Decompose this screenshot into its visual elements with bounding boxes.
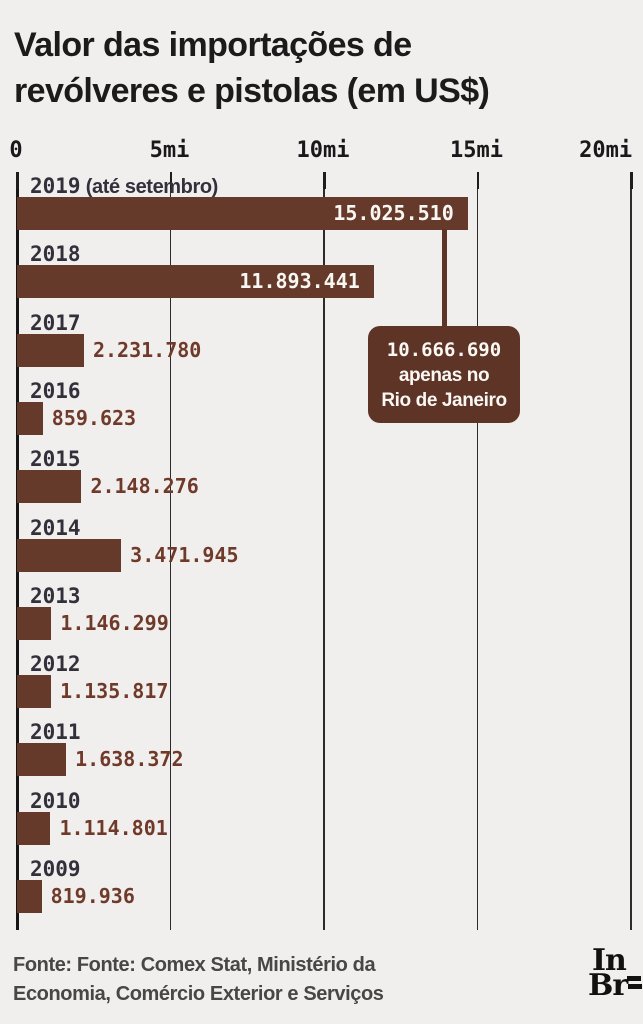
year-label-2012: 2012 xyxy=(30,652,81,677)
bar-2014 xyxy=(17,538,122,572)
annotation-text-line2: Rio de Janeiro xyxy=(381,389,507,411)
intercept-brasil-logo: In Br xyxy=(588,943,643,1008)
logo-underscore-dash xyxy=(627,976,641,981)
annotation-callout: 10.666.690 apenas no Rio de Janeiro xyxy=(368,326,520,423)
bar-2017 xyxy=(17,333,84,367)
year-label-2019: 2019 (até setembro) xyxy=(30,174,219,198)
annotation-text-line1: apenas no xyxy=(398,364,490,386)
gridline-15mi xyxy=(476,172,478,930)
gridline-10mi xyxy=(323,172,325,930)
bar-2019: 15.025.510 xyxy=(17,197,468,230)
year-label-suffix: (até setembro) xyxy=(80,176,219,198)
logo-text-in: In xyxy=(592,943,627,978)
axis-tick-mark xyxy=(476,172,479,189)
axis-tick-mark xyxy=(630,172,633,189)
value-label-2012: 1.135.817 xyxy=(60,679,169,704)
logo-overline-dash xyxy=(628,984,642,989)
source-note-line1: Fonte: Fonte: Comex Stat, Ministério da xyxy=(13,954,376,976)
gridline-20mi xyxy=(630,172,632,930)
axis-tick-label-20mi: 20mi xyxy=(579,138,633,163)
axis-tick-label-5mi: 5mi xyxy=(149,138,190,163)
year-label-2015: 2015 xyxy=(30,447,81,472)
axis-tick-label-0: 0 xyxy=(9,138,23,163)
bar-2015 xyxy=(17,470,82,504)
source-note: Fonte: Fonte: Comex Stat, Ministério da … xyxy=(13,951,443,1009)
chart-title-line2: revólveres e pistolas (em US$) xyxy=(14,72,490,110)
value-label-2011: 1.638.372 xyxy=(75,747,184,772)
axis-tick-label-10mi: 10mi xyxy=(296,138,350,163)
value-label-2017: 2.231.780 xyxy=(92,337,202,362)
axis-tick-mark xyxy=(16,172,19,189)
bar-2012 xyxy=(17,675,52,709)
annotation-value: 10.666.690 xyxy=(386,338,502,361)
axis-tick-label-15mi: 15mi xyxy=(450,138,503,163)
value-label-2009: 819.936 xyxy=(50,884,135,908)
bar-2016 xyxy=(17,401,43,435)
gridline-5mi xyxy=(169,172,171,930)
value-label-2010: 1.114.801 xyxy=(59,815,168,840)
callout-connector-line xyxy=(442,229,447,327)
logo-text-br: Br xyxy=(588,968,628,1003)
bar-2010 xyxy=(17,811,51,845)
axis-tick-mark xyxy=(323,172,326,189)
bar-2013 xyxy=(17,606,52,640)
year-label-2010: 2010 xyxy=(30,788,81,813)
value-label-2013: 1.146.299 xyxy=(60,610,169,635)
bar-2011 xyxy=(17,743,67,777)
value-label-2016: 859.623 xyxy=(51,405,137,430)
year-label-2017: 2017 xyxy=(30,310,81,335)
year-label-2013: 2013 xyxy=(30,583,81,608)
year-label-2016: 2016 xyxy=(30,378,81,403)
year-label-2018: 2018 xyxy=(30,242,81,267)
value-label-2015: 2.148.276 xyxy=(90,474,199,499)
chart-title-line1: Valor das importações de xyxy=(14,26,412,64)
value-label-2019: 15.025.510 xyxy=(333,201,454,225)
bar-2009 xyxy=(17,880,42,913)
source-note-line2: Economia, Comércio Exterior e Serviços xyxy=(13,983,384,1005)
value-label-2018: 11.893.441 xyxy=(239,269,360,294)
year-label-2009: 2009 xyxy=(30,857,81,881)
chart-title: Valor das importações de revólveres e pi… xyxy=(14,22,629,114)
value-label-2014: 3.471.945 xyxy=(130,542,239,567)
axis-tick-mark xyxy=(169,172,172,189)
year-label-2011: 2011 xyxy=(30,720,81,745)
year-label-2014: 2014 xyxy=(30,515,81,540)
bar-2018: 11.893.441 xyxy=(17,265,374,299)
